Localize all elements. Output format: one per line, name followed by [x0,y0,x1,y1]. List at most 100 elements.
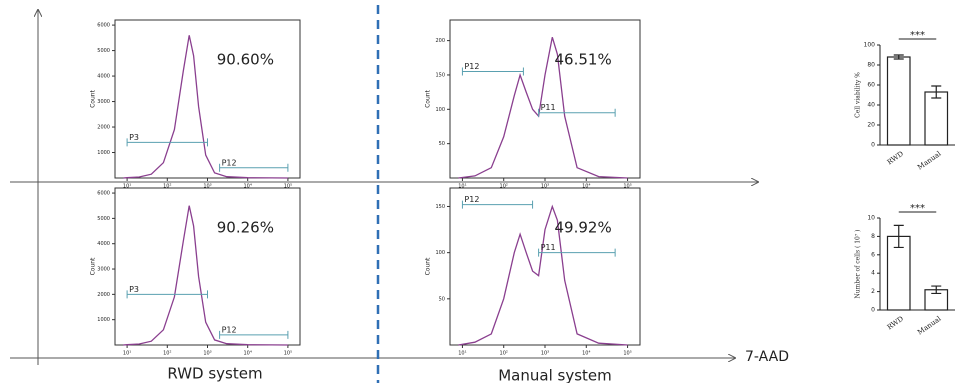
x-tick-label: 10³ [541,184,549,190]
plot-frame [114,19,301,179]
y-tick-label: 2000 [97,125,110,131]
x-tick-label: 10² [500,184,508,190]
y-tick-label: 0 [871,142,875,149]
y-tick-label: 20 [867,122,875,129]
group-label: Manual system [498,367,612,383]
y-tick-label: 5000 [97,48,110,54]
y-axis-label: Count [90,89,97,107]
gate-percentage: 90.26% [217,219,274,237]
histogram-curve [123,205,288,346]
y-tick-label: 40 [867,102,875,109]
gate-label: P3 [129,285,139,294]
x-tick-label: 10⁵ [284,351,292,357]
gate-label: P12 [464,195,479,204]
histogram-curve [123,35,288,179]
y-tick-label: 2000 [97,292,110,298]
bar [886,56,911,146]
x-tick-label: 10⁴ [582,351,590,357]
group-label: RWD system [167,365,262,383]
gate-percentage: 49.92% [555,219,612,237]
x-tick-label: RWD [886,150,906,167]
y-tick-label: 50 [439,141,445,147]
histogram-curve [458,204,628,346]
y-tick-label: 8 [871,233,875,240]
gate [461,200,534,209]
y-tick-label: 2 [871,288,875,295]
x-tick-label: 10⁵ [623,351,631,357]
error-bar [931,85,942,99]
x-tick-label: 10³ [541,351,549,357]
gate-label: P12 [222,325,237,334]
bar [924,91,949,146]
y-tick-label: 6000 [97,191,110,197]
y-tick-label: 3000 [97,267,110,273]
x-tick-label: 10¹ [458,184,466,190]
error-bar [893,54,904,60]
error-bar [931,285,942,295]
gate-label: P12 [222,158,237,167]
plot-frame [449,19,641,179]
gate-label: P12 [464,62,479,71]
y-axis-label: Number of cells ( 10⁷ ) [855,230,862,299]
x-tick-label: 10¹ [123,351,131,357]
y-tick-label: 200 [435,38,445,44]
gate-percentage: 90.60% [217,51,274,69]
x-tick-label: Manual [916,314,943,336]
y-tick-label: 100 [435,250,445,256]
y-tick-label: 1000 [97,317,110,323]
y-tick-label: 4000 [97,74,110,80]
y-tick-label: 10 [867,215,875,222]
x-tick-label: 10² [163,184,171,190]
y-tick-label: 100 [435,107,445,113]
y-tick-label: 3000 [97,99,110,105]
y-tick-label: 4000 [97,241,110,247]
x-tick-label: 10⁵ [284,184,292,190]
plot-frame [114,187,301,346]
x-tick-label: 10⁵ [623,184,631,190]
x-tick-label: 10³ [203,184,211,190]
x-tick-label: 10⁴ [244,351,252,357]
gate [126,138,208,147]
gate [538,108,616,117]
gate-label: P11 [541,103,556,112]
y-tick-label: 5000 [97,216,110,222]
y-tick-label: 100 [864,42,876,49]
y-tick-label: 6 [871,251,875,258]
x-tick-label: 10² [163,351,171,357]
histogram-curve [458,37,628,179]
y-tick-label: 0 [871,307,875,314]
x-tick-label: 10³ [203,351,211,357]
gate [219,330,289,339]
error-bar [893,224,904,249]
significance-label: *** [910,203,925,214]
gate-label: P3 [129,133,139,142]
x-tick-label: 10¹ [123,184,131,190]
y-tick-label: 60 [867,82,875,89]
y-tick-label: 1000 [97,150,110,156]
plot-frame [449,187,641,346]
x-tick-label: 10⁴ [244,184,252,190]
gate [219,163,289,172]
y-axis-label: Count [425,257,432,275]
gate [126,290,208,299]
y-axis-label: Count [90,257,97,275]
x-tick-label: Manual [916,149,943,171]
gate [538,248,616,257]
y-tick-label: 150 [435,72,445,78]
y-tick-label: 6000 [97,23,110,29]
y-tick-label: 80 [867,62,875,69]
x-axis-label: 7-AAD [745,349,789,365]
y-axis-label: Count [425,89,432,107]
y-tick-label: 150 [435,204,445,210]
x-tick-label: 10² [500,351,508,357]
gate-label: P11 [541,243,556,252]
x-tick-label: RWD [886,315,906,332]
gate-percentage: 46.51% [555,51,612,69]
y-axis-label: Cell viability % [855,72,862,118]
significance-label: *** [910,30,925,41]
x-tick-label: 10⁴ [582,184,590,190]
x-tick-label: 10¹ [458,351,466,357]
y-tick-label: 50 [439,296,445,302]
